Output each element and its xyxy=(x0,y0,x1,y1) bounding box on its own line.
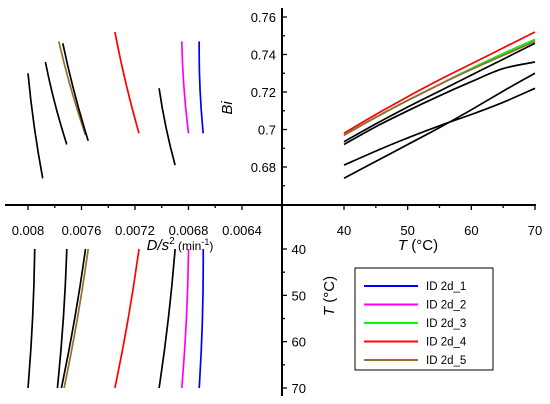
dose-tick-label: 0.0072 xyxy=(115,223,155,238)
legend: ID 2d_1 ID 2d_2 ID 2d_3 ID 2d_4 ID 2d_5 xyxy=(354,267,494,371)
bi-dose-curve-8 xyxy=(27,73,44,179)
y-tick-label: 0.74 xyxy=(251,48,276,63)
legend-label: ID 2d_1 xyxy=(426,281,466,293)
bi-curve-4 xyxy=(343,31,536,135)
dose-label-unit: (min xyxy=(175,239,202,253)
dose-temp-curve-7 xyxy=(180,248,190,389)
y-tick-label: 0.68 xyxy=(251,160,276,175)
y-tick-label: 0.7 xyxy=(258,123,276,138)
dose-temp-curve-3 xyxy=(60,248,87,389)
t-tick-label: 60 xyxy=(292,335,306,350)
t-tick-label: 50 xyxy=(292,288,306,303)
bi-curve-9 xyxy=(343,72,536,180)
top-right-x-axis-label: T (°C) xyxy=(398,237,438,254)
bi-dose-curve-6 xyxy=(44,61,68,145)
legend-label: ID 2d_2 xyxy=(426,300,466,312)
top-left-x-axis-label: D/s2 (min-1) xyxy=(147,236,214,254)
dose-label-symbol: D/s xyxy=(147,237,170,254)
dose-temp-curve-6 xyxy=(158,248,176,389)
dose-temp-curve-1 xyxy=(27,248,36,389)
bi-dose-curve-2 xyxy=(180,41,190,134)
t-label-symbol: T xyxy=(321,305,338,316)
bi-curve-5 xyxy=(343,40,536,136)
bi-dose-curve-7 xyxy=(158,88,176,166)
dose-temp-curve-4 xyxy=(63,248,90,389)
bi-curve-6 xyxy=(343,42,536,143)
bottom-y-axis-label: T (°C) xyxy=(321,276,338,316)
bi-curve-8 xyxy=(343,87,536,166)
dose-temp-curve-5 xyxy=(114,248,140,389)
bi-dose-curve-3 xyxy=(114,31,140,134)
top-right-y-axis-label: Bi xyxy=(219,101,236,115)
top-left-plot xyxy=(27,31,205,179)
y-tick-label: 0.76 xyxy=(251,10,276,25)
top-right-plot xyxy=(343,31,536,180)
legend-label: ID 2d_5 xyxy=(426,355,466,367)
bi-dose-curve-4 xyxy=(57,41,87,136)
y-tick-label: 0.72 xyxy=(251,85,276,100)
dose-temp-curve-8 xyxy=(198,248,205,389)
t-label-unit: (°C) xyxy=(321,276,338,307)
bi-dose-curve-1 xyxy=(198,41,205,134)
dose-label-end: ) xyxy=(209,239,213,253)
dose-temp-curve-2 xyxy=(56,248,68,389)
dose-tick-label: 0.008 xyxy=(12,223,45,238)
legend-box xyxy=(354,267,494,371)
dose-tick-label: 0.0076 xyxy=(62,223,102,238)
t-tick-label: 40 xyxy=(292,242,306,257)
t-tick-label: 70 xyxy=(292,381,306,396)
bi-curve-7 xyxy=(343,61,536,146)
x-label-unit: (°C) xyxy=(407,237,438,254)
x-tick-label: 50 xyxy=(400,223,414,238)
dose-tick-label: 0.0064 xyxy=(222,223,262,238)
x-tick-label: 40 xyxy=(337,223,351,238)
bi-dose-curve-5 xyxy=(61,43,90,142)
x-label-symbol: T xyxy=(398,237,409,254)
x-tick-label: 70 xyxy=(528,223,542,238)
bottom-left-plot xyxy=(27,248,205,389)
axis-ticks: 40 50 60 70 0.68 0.7 0.72 0.74 0.76 0.008 0.0076 0.… xyxy=(12,10,543,396)
dose-label-sup: 2 xyxy=(169,236,175,247)
legend-label: ID 2d_3 xyxy=(426,318,466,330)
dose-tick-label: 0.0068 xyxy=(169,223,209,238)
dose-label-sup2: -1 xyxy=(201,237,209,247)
legend-label: ID 2d_4 xyxy=(426,337,467,349)
x-tick-label: 60 xyxy=(464,223,478,238)
